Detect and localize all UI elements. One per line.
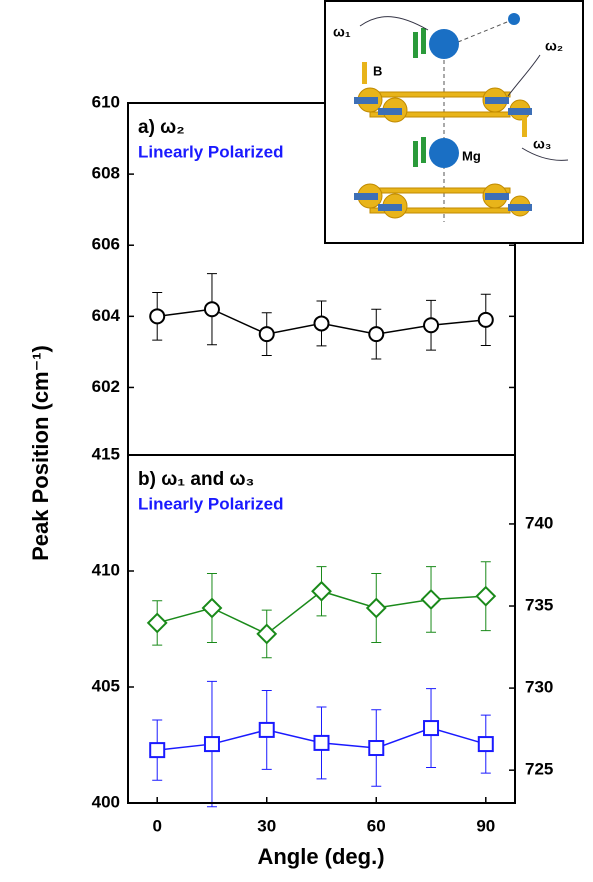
y-tick-label: 606: [92, 235, 120, 254]
y2-tick-label: 730: [525, 678, 553, 697]
y-tick-label: 405: [92, 676, 120, 695]
panel-title: a) ω₂: [138, 117, 185, 138]
arrows: [354, 97, 532, 211]
marker: [256, 623, 278, 645]
inset-label: B: [373, 63, 382, 78]
inset-label: Mg: [462, 148, 481, 163]
x-tick-label: 0: [152, 816, 161, 835]
marker: [201, 597, 223, 619]
y-axis-label: Peak Position (cm⁻¹): [28, 345, 53, 561]
pointer: [507, 54, 541, 97]
y-tick-label: 610: [92, 92, 120, 111]
inset-label: ω₃: [533, 136, 551, 152]
inset-label: ω₁: [333, 24, 351, 40]
marker: [477, 736, 494, 753]
marker: [149, 308, 166, 325]
panel-title: b) ω₁ and ω₃: [138, 469, 254, 490]
inset-label: ω₂: [545, 38, 563, 54]
marker: [258, 721, 275, 738]
y-tick-label: 400: [92, 792, 120, 811]
marker: [311, 580, 332, 602]
marker: [365, 597, 387, 619]
marker: [203, 301, 220, 318]
panel-subtitle: Linearly Polarized: [138, 142, 284, 161]
atom-mg: [362, 28, 527, 168]
marker: [420, 589, 442, 610]
marker: [368, 326, 385, 343]
marker: [475, 585, 497, 607]
marker: [313, 734, 330, 751]
marker: [313, 315, 330, 332]
marker: [149, 742, 166, 759]
marker: [368, 740, 385, 757]
marker: [258, 326, 275, 343]
y-tick-label: 415: [92, 444, 120, 463]
y2-tick-label: 735: [525, 596, 553, 615]
x-tick-label: 90: [476, 816, 495, 835]
x-tick-label: 30: [257, 816, 276, 835]
dash: [457, 19, 513, 43]
pointer: [521, 147, 569, 161]
pointer: [359, 16, 429, 31]
x-axis-label: Angle (deg.): [257, 844, 384, 869]
atom: [508, 13, 520, 25]
plot-frame: [127, 454, 516, 804]
inset-diagram: ω₁ ω₂ ω₃ B Mg: [324, 0, 584, 244]
y-tick-label: 410: [92, 560, 120, 579]
marker: [423, 317, 440, 334]
y-tick-label: 604: [92, 306, 121, 325]
y2-tick-label: 740: [525, 513, 553, 532]
marker: [146, 612, 168, 634]
y-tick-label: 608: [92, 164, 120, 183]
panel-subtitle: Linearly Polarized: [138, 494, 284, 513]
y-tick-label: 602: [92, 377, 120, 396]
marker: [477, 311, 494, 328]
marker: [203, 736, 220, 753]
x-tick-label: 60: [367, 816, 386, 835]
marker: [423, 720, 440, 737]
y2-tick-label: 725: [525, 760, 553, 779]
